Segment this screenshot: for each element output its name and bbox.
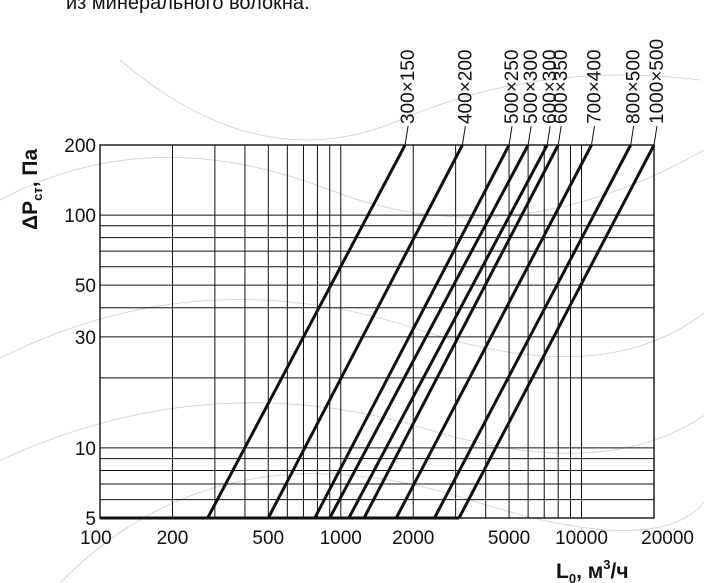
x-tick-label: 10000 [555, 528, 608, 549]
series-line [433, 144, 632, 519]
y-axis-title-rest: , Па [19, 149, 42, 188]
background-pattern [0, 59, 704, 583]
y-tick-label: 200 [64, 136, 96, 157]
x-tick-label: 500 [252, 528, 284, 549]
x-tick-label: 1000 [320, 528, 362, 549]
y-tick-label: 5 [85, 509, 96, 530]
y-axis-title-pre: ΔP [19, 201, 42, 230]
series-label: 300×150 [398, 50, 419, 125]
y-tick-labels: 5 10 30 50 100 200 [64, 136, 96, 530]
chart-caption: из минерального волокна. [66, 0, 310, 14]
x-tick-label: 100 [80, 528, 112, 549]
series-lines [100, 144, 656, 520]
series-label: 800×500 [624, 50, 645, 125]
x-tick-label: 2000 [392, 528, 434, 549]
series-label: 400×200 [455, 49, 476, 124]
x-axis-title-main: L [556, 560, 569, 583]
series-line [328, 144, 530, 519]
series-line [266, 144, 464, 519]
series-line [347, 144, 549, 519]
x-axis-title-sup: 3 [603, 557, 610, 572]
series-leader [590, 125, 595, 146]
x-axis-title-tail: /ч [611, 560, 629, 583]
series-leader [527, 125, 532, 146]
x-tick-labels: 100 200 500 1000 2000 5000 10000 20000 [80, 528, 694, 549]
series-label: 1000×500 [647, 39, 668, 124]
x-tick-label: 200 [157, 528, 189, 549]
series-label: 600×300 [540, 50, 561, 125]
series-leader [557, 125, 562, 146]
x-tick-label: 5000 [488, 528, 530, 549]
series-leader [508, 125, 513, 146]
series-line [206, 144, 407, 519]
series-leader [461, 125, 466, 146]
series-line [394, 144, 593, 519]
series-line [313, 144, 511, 519]
series-label: 700×400 [584, 50, 605, 125]
y-tick-label: 100 [64, 206, 96, 227]
y-tick-label: 50 [75, 276, 96, 297]
y-tick-label: 30 [75, 328, 96, 349]
series-line [457, 144, 656, 519]
series-leader [653, 125, 658, 146]
y-axis-title: ΔPст, Па [19, 149, 45, 230]
series-leader [404, 125, 409, 146]
series-label: 600×350 [551, 50, 572, 125]
y-tick-label: 10 [75, 439, 96, 460]
series-label: 500×300 [521, 50, 542, 125]
x-axis-title-sub: 0 [569, 571, 576, 583]
series-leader [630, 125, 635, 146]
series-label: 500×250 [502, 50, 523, 125]
series-line [362, 144, 560, 519]
series-labels: 300×150 400×200 500×250500×300600×300600×3… [398, 39, 668, 146]
series-leader [546, 125, 551, 146]
x-axis-title-rest: , м [576, 560, 603, 583]
x-tick-label: 20000 [641, 528, 694, 549]
y-axis-title-sub: ст [30, 187, 45, 201]
x-axis-title: L0, м3/ч [556, 557, 629, 583]
